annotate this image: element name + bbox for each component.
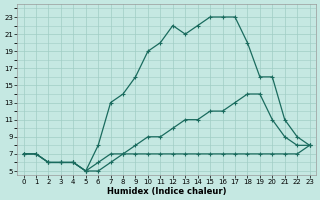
- X-axis label: Humidex (Indice chaleur): Humidex (Indice chaleur): [107, 187, 226, 196]
